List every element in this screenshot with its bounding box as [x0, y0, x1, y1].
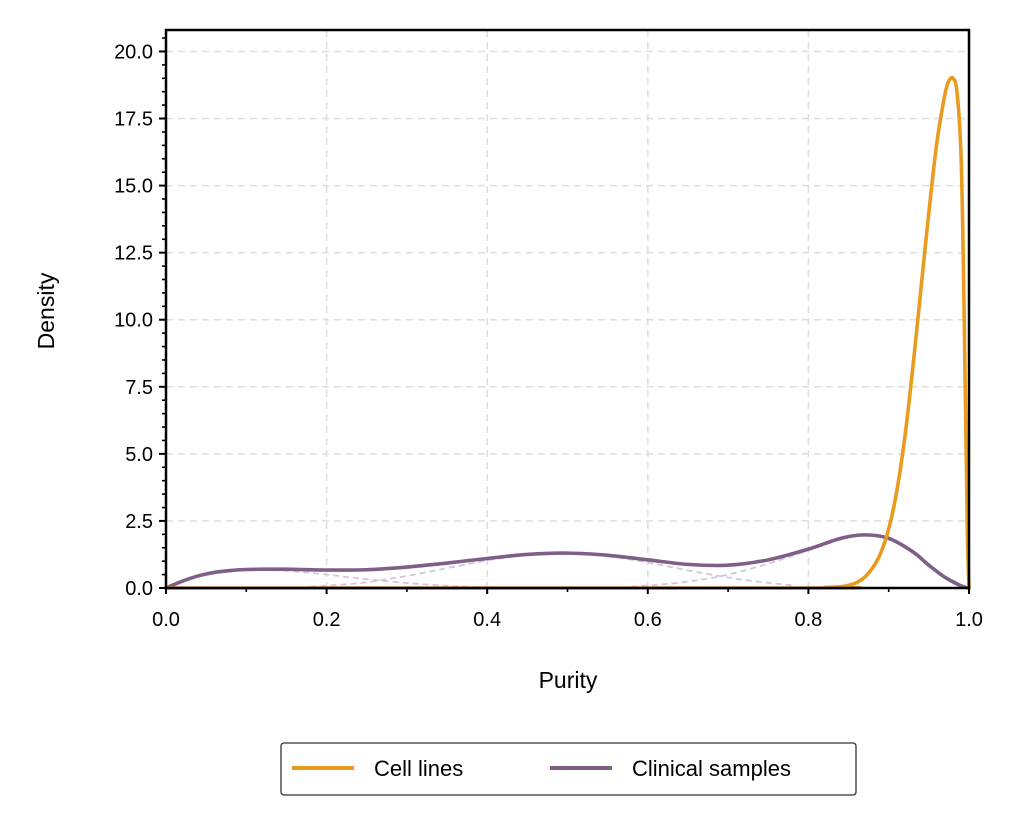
x-tick-label: 0.0: [152, 609, 180, 631]
y-tick-label: 0.0: [125, 578, 153, 600]
x-tick-label: 0.8: [794, 609, 822, 631]
axes: 0.0 0.2 0.4 0.6 0.8 1.0 0.0 2.5 5.0 7.5 10.0 12.5 15…: [114, 28, 983, 631]
grid-lines: [166, 30, 969, 588]
x-axis-title: Purity: [539, 667, 598, 693]
legend-label-cell-lines: Cell lines: [374, 756, 463, 781]
y-tick-label: 20.0: [114, 41, 153, 63]
legend: Cell lines Clinical samples: [280, 742, 857, 796]
x-tick-label: 0.6: [634, 609, 662, 631]
y-tick-label: 17.5: [114, 109, 153, 131]
y-tick-label: 7.5: [125, 377, 153, 399]
y-tick-label: 5.0: [125, 444, 153, 466]
y-axis-title: Density: [33, 272, 59, 349]
legend-label-clinical-samples: Clinical samples: [632, 756, 791, 781]
x-tick-label: 0.2: [313, 609, 341, 631]
y-tick-label: 15.0: [114, 176, 153, 198]
y-tick-label: 2.5: [125, 511, 153, 533]
y-tick-label: 12.5: [114, 243, 153, 265]
component-curve-1: [165, 568, 488, 589]
series-line-clinical-samples: [164, 533, 971, 590]
x-tick-label: 0.4: [473, 609, 501, 631]
y-tick-label: 10.0: [114, 310, 153, 332]
x-tick-label: 1.0: [955, 609, 983, 631]
